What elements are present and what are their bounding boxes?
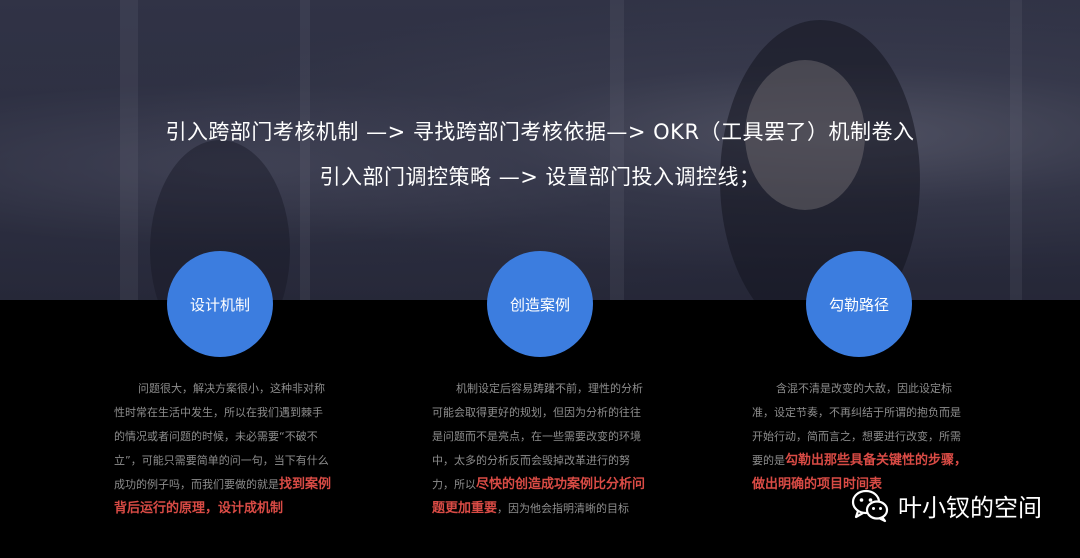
step-title: 创造案例 <box>509 295 570 314</box>
step-description-design-mechanism: 问题很大，解决方案很小，这种非对称性时常在生活中发生，所以在我们遇到棘手的情况或… <box>114 377 332 521</box>
watermark-text: 叶小钗的空间 <box>898 493 1042 522</box>
step-circle-design-mechanism: 设计机制 <box>167 251 273 357</box>
wechat-watermark: 叶小钗的空间 <box>850 485 1042 525</box>
headline-line-1: 引入跨部门考核机制 —> 寻找跨部门考核依据—> OKR（工具罢了）机制卷入 <box>165 120 915 144</box>
step-description-outline-path: 含混不清是改变的大敌，因此设定标准，设定节奏，不再纠结于所谓的抱负而是开始行动，… <box>752 377 970 497</box>
step-title: 勾勒路径 <box>828 295 889 314</box>
step-title: 设计机制 <box>189 295 250 314</box>
step-circle-outline-path: 勾勒路径 <box>806 251 912 357</box>
description-text: 含混不清是改变的大敌，因此设定标准，设定节奏，不再纠结于所谓的抱负而是开始行动，… <box>752 382 961 467</box>
hero-background-photo <box>0 0 1080 300</box>
wechat-icon <box>850 485 890 525</box>
description-text: 问题很大，解决方案很小，这种非对称性时常在生活中发生，所以在我们遇到棘手的情况或… <box>114 382 329 491</box>
description-text: 机制设定后容易踌躇不前，理性的分析可能会取得更好的规划，但因为分析的往往是问题而… <box>432 382 643 491</box>
step-description-create-case: 机制设定后容易踌躇不前，理性的分析可能会取得更好的规划，但因为分析的往往是问题而… <box>432 377 650 521</box>
headline-line-2: 引入部门调控策略 —> 设置部门投入调控线； <box>319 165 761 189</box>
description-highlight: 尽快的创造成功案例比分析问题更加重要 <box>432 477 646 516</box>
description-highlight: 勾勒出那些具备关键性的步骤，做出明确的项目时间表 <box>752 453 968 492</box>
description-text-after: ，因为他会指明清晰的目标 <box>497 502 630 515</box>
step-circle-create-case: 创造案例 <box>487 251 593 357</box>
description-highlight: 找到案例背后运行的原理，设计成机制 <box>114 477 332 516</box>
